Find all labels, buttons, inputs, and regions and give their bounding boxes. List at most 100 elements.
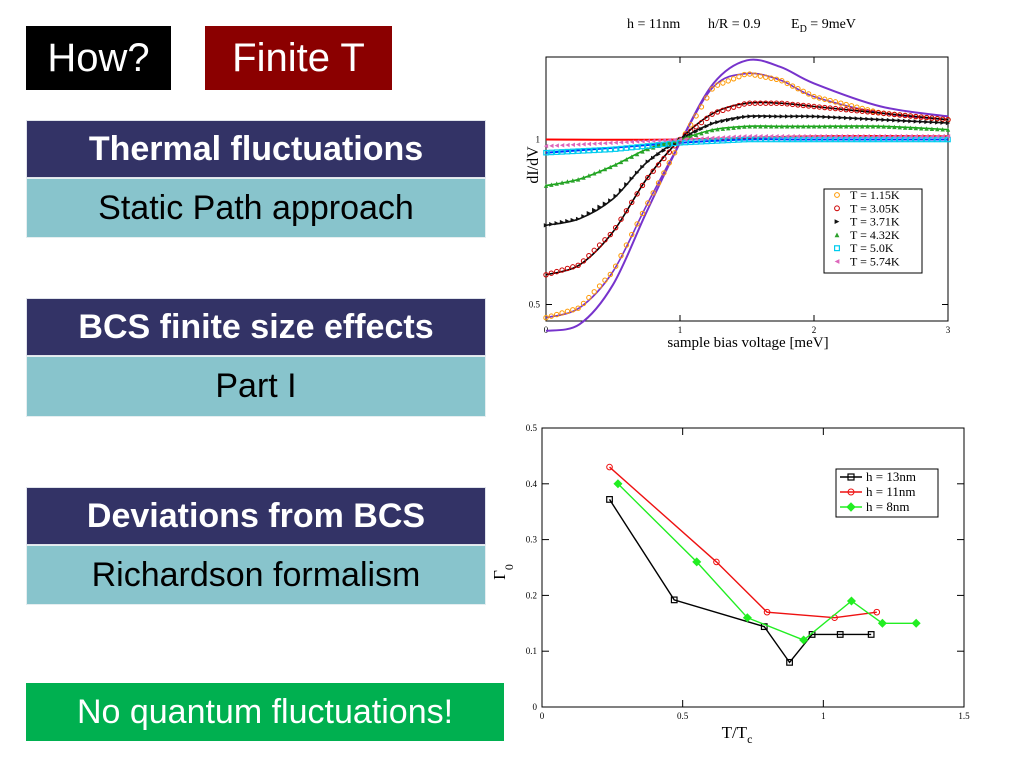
chart1-point: [902, 134, 908, 139]
chart1-point: [945, 134, 951, 139]
chart1-point: [747, 134, 752, 139]
chart2-point: [742, 613, 752, 623]
chart1-point: [592, 207, 597, 213]
chart1-point: [543, 315, 549, 321]
chart1-point: [892, 124, 897, 130]
chart1-point: [725, 137, 732, 144]
chart1-point: [913, 113, 919, 120]
chart1-point: [822, 96, 828, 102]
chart1-point: [768, 134, 774, 139]
chart1-point: [897, 112, 903, 118]
chart1-point: [880, 110, 887, 117]
chart1-point: [596, 242, 603, 248]
chart1-point: [704, 95, 710, 101]
chart1-point: [805, 103, 812, 109]
chart1-point: [612, 263, 619, 269]
chart1-point: [720, 107, 726, 114]
chart1-point: [768, 136, 774, 143]
chart1-point: [645, 138, 651, 144]
chart2-xtick-label: 0: [540, 711, 545, 721]
chart2-point: [670, 596, 678, 604]
chart1-point: [720, 126, 726, 131]
chart1-point: [838, 124, 843, 129]
chart1-point: [763, 134, 768, 139]
chart1-point: [661, 141, 667, 148]
chart1-point: [726, 117, 731, 123]
chart1-point: [913, 134, 919, 139]
chart1-point: [580, 148, 587, 154]
chart1-point: [758, 114, 763, 119]
chart1-point: [592, 141, 597, 146]
didv-chart: h = 11nm h/R = 0.9 ED = 9meV 0 1 2 30.51 sa…: [525, 17, 951, 351]
chart1-point: [886, 124, 892, 129]
chart1-point: [720, 135, 726, 140]
chart1-point: [854, 124, 860, 129]
chart1-legend-label: T = 5.0K: [850, 241, 894, 255]
chart1-point: [908, 118, 913, 124]
chart1-point: [945, 136, 951, 143]
chart1-point: [854, 134, 860, 139]
chart1-point: [817, 134, 822, 139]
chart1-point: [838, 106, 844, 112]
chart1-point: [602, 146, 608, 153]
chart1-point: [902, 112, 908, 119]
chart1-point: [624, 139, 629, 145]
chart1-point: [731, 134, 736, 140]
chart1-point: [586, 210, 592, 216]
chart1-point: [688, 136, 693, 142]
chart2-ytick-label: 0.4: [526, 479, 538, 489]
chart1-point: [790, 134, 795, 139]
chart1-point: [795, 124, 801, 129]
chart1-point: [596, 147, 603, 153]
chart1-point: [730, 104, 737, 110]
chart1-point: [565, 218, 570, 224]
chart1-point: [650, 168, 656, 174]
chart1-point: [768, 100, 774, 106]
chart1-point: [860, 134, 865, 139]
chart1-point: [822, 104, 828, 111]
chart2-point: [846, 596, 856, 606]
chart1-point: [720, 118, 726, 124]
chart1-point: [864, 136, 871, 143]
chart1-point: [768, 75, 774, 81]
chart1-point: [742, 134, 747, 139]
chart1-point: [623, 208, 630, 214]
chart1-point: [849, 134, 854, 139]
chart1-point: [907, 113, 914, 119]
chart1-point: [559, 267, 565, 273]
chart1-point: [575, 216, 581, 222]
chart1-point: [597, 141, 602, 146]
chart1-point: [940, 120, 945, 125]
chart1-point: [789, 136, 796, 143]
chart1-point: [731, 116, 736, 122]
chart1-point: [666, 149, 672, 155]
chart1-point: [935, 120, 940, 125]
thermal-fluctuations-title: Thermal fluctuations: [26, 120, 486, 178]
chart1-point: [902, 136, 908, 143]
chart1-point: [640, 149, 645, 154]
chart1-point: [816, 104, 823, 110]
chart1-point: [795, 134, 801, 139]
chart1-point: [827, 134, 833, 139]
chart1-point: [704, 124, 709, 129]
chart1-point: [817, 114, 822, 119]
chart1-point: [742, 114, 747, 120]
chart1-point: [709, 121, 715, 126]
chart1-point: [720, 80, 726, 86]
chart2-ylabel: Γ0: [490, 564, 516, 580]
chart1-point: [789, 83, 796, 89]
chart1-point: [854, 116, 860, 121]
chart1-point: [795, 85, 801, 92]
chart1-point: [773, 100, 780, 106]
chart2-legend-label: h = 13nm: [866, 469, 916, 484]
chart1-point: [886, 136, 892, 143]
chart1-point: [650, 142, 657, 149]
chart1-point: [859, 108, 865, 114]
chart1-point: [805, 91, 812, 97]
chart1-legend-marker: [834, 245, 841, 252]
chart1-point: [699, 136, 704, 141]
chart1-point: [886, 111, 892, 117]
chart1-point: [908, 134, 913, 139]
chart2-point: [799, 635, 809, 645]
chart1-xtick-label: 3: [946, 325, 951, 335]
